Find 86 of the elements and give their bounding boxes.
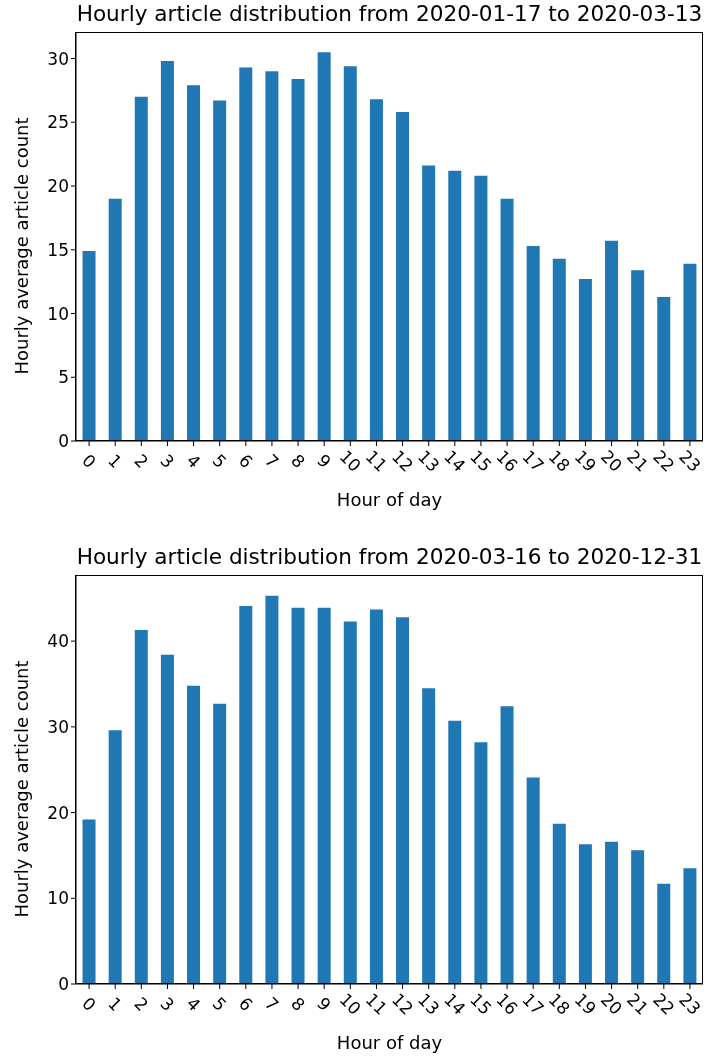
bar xyxy=(317,52,331,441)
bar xyxy=(265,595,279,984)
x-tick-label: 9 xyxy=(313,450,336,472)
bar xyxy=(369,609,383,984)
bar xyxy=(343,66,357,441)
bar xyxy=(474,175,488,441)
bar xyxy=(631,850,645,984)
x-tick-label: 5 xyxy=(208,450,231,472)
x-tick-label: 3 xyxy=(156,450,179,472)
x-tick-label: 7 xyxy=(261,450,283,472)
x-tick-label: 2 xyxy=(130,450,153,472)
bar xyxy=(187,85,201,441)
bar xyxy=(500,706,514,984)
y-tick-label: 25 xyxy=(47,112,69,133)
chart-title: Hourly article distribution from 2020-03-16 to 2020-12-31 xyxy=(76,543,703,571)
x-tick-label: 0 xyxy=(78,450,100,472)
bar xyxy=(526,777,540,984)
y-tick-label: 10 xyxy=(47,888,69,909)
bar xyxy=(422,688,436,984)
y-tick-label: 0 xyxy=(58,431,69,452)
bar xyxy=(683,263,697,441)
bar xyxy=(108,198,122,441)
x-tick-label: 7 xyxy=(261,993,283,1015)
bar xyxy=(213,703,227,984)
chart-title: Hourly article distribution from 2020-01-17 to 2020-03-13 xyxy=(76,0,703,28)
y-tick-label: 5 xyxy=(58,367,69,388)
bar xyxy=(82,819,96,984)
bar xyxy=(683,868,697,984)
bar xyxy=(291,607,305,984)
x-tick-label: 6 xyxy=(234,993,257,1015)
x-axis-title: Hour of day xyxy=(336,1032,443,1054)
bar xyxy=(578,844,592,984)
bar xyxy=(213,100,227,441)
x-tick-label: 0 xyxy=(78,993,100,1015)
bar xyxy=(187,685,201,984)
bar xyxy=(605,841,619,984)
y-tick-label: 20 xyxy=(47,176,69,197)
bar xyxy=(82,251,96,441)
x-tick-label: 1 xyxy=(104,993,127,1015)
bar xyxy=(369,99,383,441)
y-tick-label: 0 xyxy=(58,974,69,995)
y-tick-label: 20 xyxy=(47,802,69,823)
bar xyxy=(552,258,566,441)
bar xyxy=(657,883,671,984)
bar xyxy=(605,240,619,441)
bar xyxy=(343,621,357,984)
bar xyxy=(631,270,645,441)
y-tick-label: 30 xyxy=(47,48,69,69)
x-tick-label: 1 xyxy=(104,450,127,472)
bar xyxy=(396,617,410,984)
bar xyxy=(578,279,592,441)
bar xyxy=(422,165,436,441)
bar xyxy=(448,170,462,441)
bar xyxy=(526,245,540,441)
bar xyxy=(160,654,174,984)
x-tick-label: 2 xyxy=(130,993,153,1015)
bar xyxy=(108,730,122,984)
bar xyxy=(134,630,148,984)
y-tick-label: 40 xyxy=(47,631,69,652)
x-tick-label: 9 xyxy=(313,993,336,1015)
x-tick-label: 5 xyxy=(208,993,231,1015)
bar xyxy=(657,296,671,441)
y-tick-label: 30 xyxy=(47,716,69,737)
bar xyxy=(500,198,514,441)
x-tick-label: 4 xyxy=(182,993,205,1015)
bar xyxy=(265,71,279,441)
bar xyxy=(239,606,253,984)
y-axis-title: Hourly average article count xyxy=(11,660,33,918)
bar xyxy=(134,96,148,441)
y-axis-title: Hourly average article count xyxy=(11,117,33,375)
x-tick-label: 6 xyxy=(234,450,257,472)
x-tick-label: 3 xyxy=(156,993,179,1015)
bar xyxy=(160,61,174,441)
bar xyxy=(396,112,410,441)
x-tick-label: 4 xyxy=(182,450,205,472)
bar xyxy=(474,742,488,984)
x-tick-label: 8 xyxy=(287,450,309,472)
x-axis-title: Hour of day xyxy=(336,489,443,511)
bar xyxy=(317,607,331,984)
bar xyxy=(552,823,566,984)
y-tick-label: 15 xyxy=(47,239,69,260)
y-tick-label: 10 xyxy=(47,303,69,324)
bar xyxy=(239,67,253,441)
bar xyxy=(291,78,305,441)
bar xyxy=(448,720,462,984)
x-tick-label: 8 xyxy=(287,993,309,1015)
